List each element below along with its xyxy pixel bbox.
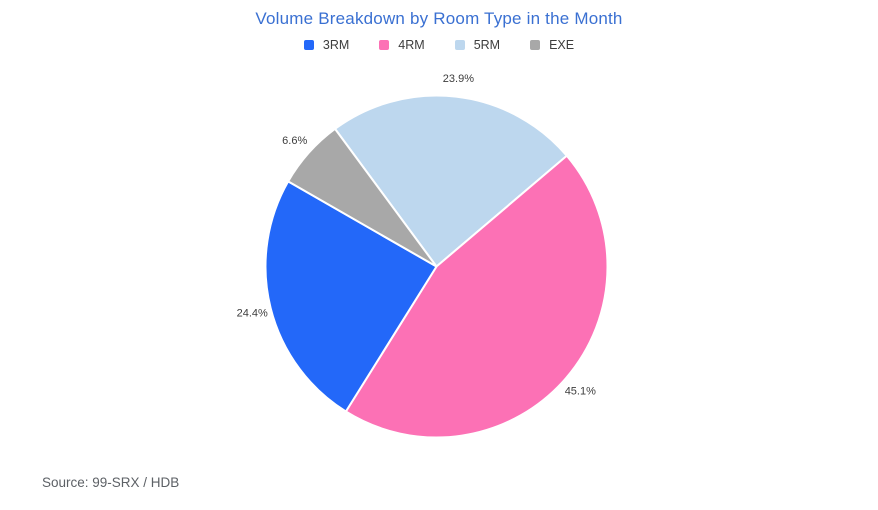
legend-swatch-exe: [530, 40, 541, 50]
pie-slice-4rm[interactable]: [344, 154, 609, 439]
legend-item-4rm[interactable]: 4RM: [379, 38, 425, 52]
legend-item-exe[interactable]: EXE: [530, 38, 574, 52]
legend-label: 3RM: [322, 38, 350, 52]
legend-swatch-4rm: [379, 40, 390, 50]
slice-label-3rm: 24.4%: [237, 308, 268, 320]
legend-swatch-3rm: [303, 40, 314, 50]
legend-swatch-5rm: [454, 40, 465, 50]
legend-label: 4RM: [398, 38, 425, 52]
pie-slice-5rm[interactable]: [334, 94, 568, 268]
legend-item-3rm[interactable]: 3RM: [303, 38, 350, 52]
source-note: Source: 99-SRX / HDB: [42, 475, 180, 490]
pie-slice-3rm[interactable]: [264, 180, 438, 413]
legend-label: EXE: [549, 38, 575, 52]
slice-label-5rm: 23.9%: [443, 73, 474, 85]
chart-title: Volume Breakdown by Room Type in the Mon…: [255, 9, 623, 28]
slice-label-exe: 6.6%: [282, 135, 307, 147]
legend: 3RM 4RM 5RM EXE: [0, 38, 878, 52]
slice-label-4rm: 45.1%: [565, 386, 596, 398]
legend-label: 5RM: [473, 38, 501, 52]
legend-item-5rm[interactable]: 5RM: [454, 38, 501, 52]
pie-slice-exe[interactable]: [287, 127, 438, 268]
